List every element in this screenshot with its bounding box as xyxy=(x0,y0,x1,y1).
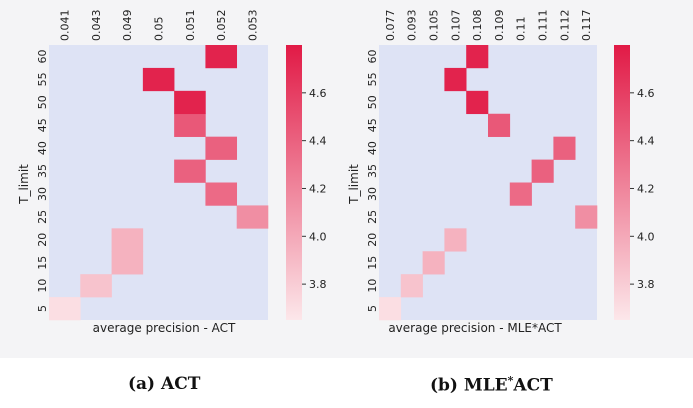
heatmap-cell xyxy=(174,113,206,137)
y-tick-label: 30 xyxy=(366,187,379,201)
heatmap-cell xyxy=(553,136,576,160)
x-axis-label-act: average precision - ACT xyxy=(93,321,236,335)
heatmap-mle-act: average precision - MLE*ACT T_limit 0.07… xyxy=(347,9,598,335)
caption-asterisk: * xyxy=(507,374,514,387)
y-tick-label: 40 xyxy=(366,141,379,155)
x-tick-label: 0.109 xyxy=(493,9,506,41)
y-tick-label: 50 xyxy=(36,95,49,109)
colorbar-tick-label: 3.8 xyxy=(637,278,655,291)
x-tick-label: 0.117 xyxy=(580,10,593,42)
heatmap-cell xyxy=(80,274,112,298)
colorbar-tick-label: 4.6 xyxy=(637,87,655,100)
y-tick-label: 60 xyxy=(36,49,49,63)
x-tick-label: 0.041 xyxy=(59,10,72,42)
heatmap-cell xyxy=(509,182,532,206)
heatmap-cell xyxy=(236,205,269,229)
y-tick-label: 35 xyxy=(36,164,49,178)
heatmap-cell xyxy=(444,67,467,92)
x-tick-label: 0.049 xyxy=(121,10,134,42)
colorbar-tick-label: 4.4 xyxy=(637,135,655,148)
x-tick-label: 0.053 xyxy=(246,10,259,42)
y-tick-label: 5 xyxy=(366,305,379,312)
y-tick-label: 15 xyxy=(36,256,49,270)
x-tick-label: 0.077 xyxy=(384,10,397,42)
y-tick-label: 10 xyxy=(366,279,379,293)
x-tick-label: 0.051 xyxy=(184,10,197,42)
y-tick-label: 30 xyxy=(36,187,49,201)
heatmap-cell xyxy=(111,251,144,275)
heatmap-cell xyxy=(488,113,511,137)
y-tick-label: 25 xyxy=(366,210,379,224)
heatmap-cell xyxy=(205,45,238,69)
colorbar-tick-label: 3.8 xyxy=(309,278,327,291)
x-tick-label: 0.108 xyxy=(471,10,484,41)
colorbar-gradient-mle-act xyxy=(614,45,630,320)
colorbar-tick-label: 4.6 xyxy=(309,87,327,100)
y-tick-label: 40 xyxy=(36,141,49,155)
y-tick-label: 55 xyxy=(366,72,379,86)
x-tick-label: 0.111 xyxy=(537,10,550,42)
x-tick-label: 0.052 xyxy=(215,10,228,41)
heatmap-cell xyxy=(174,159,206,183)
caption-mle-act: (b) MLE*ACT xyxy=(430,374,553,396)
colorbar-tick-label: 4.2 xyxy=(637,182,655,195)
heatmap-cell xyxy=(205,182,238,206)
x-tick-label: 0.093 xyxy=(406,10,419,42)
y-tick-label: 35 xyxy=(366,164,379,178)
y-tick-label: 45 xyxy=(36,118,49,132)
x-tick-label: 0.105 xyxy=(428,10,441,42)
heatmap-cell xyxy=(422,251,445,275)
y-tick-label: 55 xyxy=(36,72,49,86)
colorbar-gradient-act xyxy=(286,45,302,320)
y-tick-label: 20 xyxy=(366,233,379,247)
y-tick-label: 10 xyxy=(36,279,49,293)
colorbar-tick-label: 4.0 xyxy=(637,230,655,243)
heatmap-cell xyxy=(531,159,554,183)
y-axis-label-act: T_limit xyxy=(17,164,31,205)
x-axis-label-mle-act: average precision - MLE*ACT xyxy=(388,321,562,335)
caption-act: (a) ACT xyxy=(128,374,201,394)
heatmap-cell xyxy=(205,136,238,160)
x-tick-label: 0.112 xyxy=(558,10,571,42)
colorbar-tick-label: 4.2 xyxy=(309,182,327,195)
y-tick-label: 50 xyxy=(366,95,379,109)
colorbar-tick-label: 4.4 xyxy=(309,135,327,148)
heatmap-cell xyxy=(111,228,144,252)
y-tick-label: 25 xyxy=(36,210,49,224)
y-tick-label: 45 xyxy=(366,118,379,132)
heatmap-cell xyxy=(400,274,423,298)
y-tick-label: 60 xyxy=(366,49,379,63)
heatmap-cell xyxy=(466,90,489,115)
figure: average precision - ACT T_limit 0.041 0.0… xyxy=(17,9,655,335)
x-tick-label: 0.107 xyxy=(449,10,462,42)
colorbar-mle-act: 3.8 4.0 4.2 4.4 4.6 xyxy=(614,45,655,320)
colorbar-tick-label: 4.0 xyxy=(309,230,327,243)
y-tick-label: 15 xyxy=(366,256,379,270)
heatmap-cell xyxy=(142,67,175,92)
x-tick-label: 0.11 xyxy=(515,17,528,42)
colorbar-act: 3.8 4.0 4.2 4.4 4.6 xyxy=(286,45,327,320)
heatmap-cell xyxy=(379,297,402,321)
heatmap-cell xyxy=(49,297,81,321)
heatmap-act: average precision - ACT T_limit 0.041 0.0… xyxy=(17,10,269,335)
heatmap-cell xyxy=(466,45,489,69)
y-axis-label-mle-act: T_limit xyxy=(347,164,361,205)
heatmap-cell xyxy=(575,205,598,229)
y-tick-label: 20 xyxy=(36,233,49,247)
y-tick-label: 5 xyxy=(36,305,49,312)
x-tick-label: 0.05 xyxy=(153,17,166,42)
heatmap-cell xyxy=(174,90,206,115)
x-tick-label: 0.043 xyxy=(90,10,103,42)
heatmap-cell xyxy=(444,228,467,252)
